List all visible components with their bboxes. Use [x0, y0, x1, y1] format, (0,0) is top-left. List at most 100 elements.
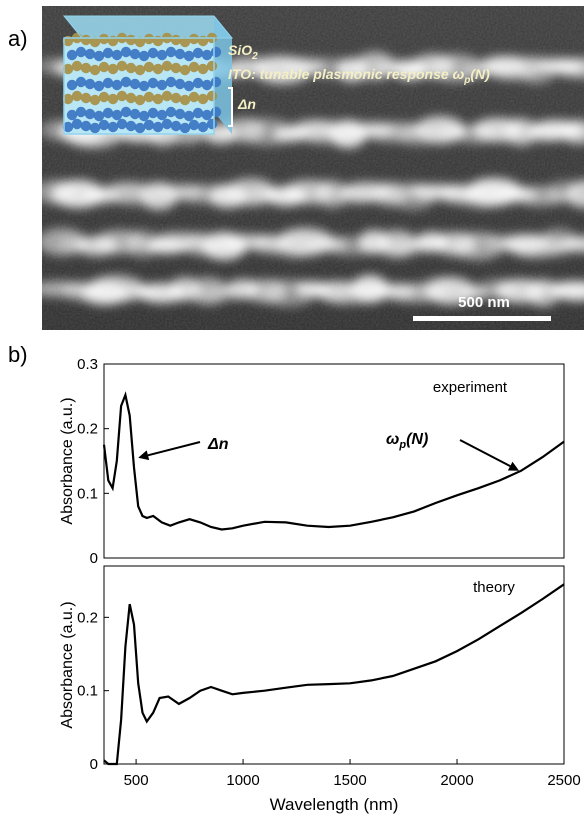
nanoparticle: [179, 36, 191, 48]
nanoparticle: [84, 78, 96, 90]
x-tick-label: 500: [124, 772, 149, 789]
y-tick-label: 0.1: [77, 683, 98, 700]
nanoparticle: [89, 36, 101, 48]
y-tick-label: 0: [90, 756, 98, 773]
nanoparticle: [147, 107, 159, 119]
nanoparticle: [134, 36, 146, 48]
nanoparticle: [201, 109, 213, 121]
nanoparticle: [174, 78, 186, 90]
nanoparticle: [165, 76, 177, 88]
nanoparticle: [98, 61, 110, 73]
nanoparticle: [192, 107, 204, 119]
nanoparticle: [188, 91, 200, 103]
y-tick-label: 0.2: [77, 421, 98, 438]
nanoparticle: [134, 94, 146, 106]
nanoparticle: [134, 64, 146, 76]
theory-plot: 0 0.1 0.2 500 1000 1500 2000 2500 theory Absor…: [59, 565, 581, 814]
x-tick-label: 1000: [226, 772, 259, 789]
nanoparticle: [183, 50, 195, 62]
nanoparticle: [66, 79, 78, 91]
nanoparticle: [170, 92, 182, 104]
nanoparticle: [129, 48, 141, 60]
x-axis-label: Wavelength (nm): [270, 795, 399, 814]
nanoparticle: [89, 122, 101, 134]
nanoparticle: [188, 119, 200, 131]
nanoparticle: [197, 93, 209, 105]
nanoparticle: [152, 121, 164, 133]
scale-bar-label: 500 nm: [458, 294, 510, 311]
delta-n-bracket: [228, 87, 233, 127]
nanoparticle: [125, 92, 137, 104]
nanoparticle: [89, 64, 101, 76]
nanoparticle: [174, 108, 186, 120]
x-tick-label: 1500: [333, 772, 366, 789]
nanoparticle: [188, 33, 200, 45]
nanoparticle: [102, 47, 114, 59]
delta-n-arrowhead: [138, 450, 150, 461]
nanoparticle: [143, 91, 155, 103]
nanoparticle: [138, 80, 150, 92]
nanoparticle: [197, 63, 209, 75]
nanoparticle: [147, 77, 159, 89]
layered-cube-schematic: [62, 15, 234, 135]
nanoparticle: [170, 62, 182, 74]
nanoparticle: [71, 90, 83, 102]
panel-label-a: a): [8, 26, 28, 51]
nanoparticle: [75, 46, 87, 58]
y-tick-label: 0: [90, 550, 98, 567]
nanoparticle: [179, 122, 191, 134]
x-tick-label: 2500: [547, 772, 580, 789]
nanoparticle: [165, 106, 177, 118]
delta-n-arrow: [147, 441, 201, 457]
experiment-y-axis-label: Absorbance (a.u.): [59, 397, 76, 524]
nanoparticle: [98, 33, 110, 45]
nanoparticle: [210, 46, 222, 58]
omega-p-arrowhead: [507, 461, 520, 471]
nanoparticle: [125, 62, 137, 74]
nanoparticle: [62, 121, 74, 133]
y-tick-label: 0.1: [77, 485, 98, 502]
nanoparticle: [89, 94, 101, 106]
nanoparticle: [107, 93, 119, 105]
nanoparticle: [197, 121, 209, 133]
nanoparticle: [80, 62, 92, 74]
nanoparticle: [206, 60, 218, 72]
nanoparticle: [111, 79, 123, 91]
sio2-label: SiO2: [228, 42, 258, 62]
nanoparticle: [192, 77, 204, 89]
nanoparticle: [183, 110, 195, 122]
nanoparticle: [179, 64, 191, 76]
sem-micrograph: SiO2 ITO: tunable plasmonic response ωp(…: [42, 6, 584, 330]
nanoparticle: [152, 63, 164, 75]
nanoparticle: [125, 34, 137, 46]
nanoparticle: [116, 60, 128, 72]
nanoparticle: [170, 120, 182, 132]
nanoparticle: [116, 118, 128, 130]
omega-p-arrow: [459, 439, 511, 467]
nanoparticle: [120, 106, 132, 118]
nanoparticle: [120, 46, 132, 58]
scale-bar: [413, 316, 551, 321]
nanoparticle: [111, 109, 123, 121]
x-tick-label: 2000: [440, 772, 473, 789]
nanoparticle: [161, 118, 173, 130]
y-tick-label: 0.2: [77, 609, 98, 626]
nanoparticle: [93, 110, 105, 122]
nanoparticle: [192, 47, 204, 59]
nanoparticle: [134, 122, 146, 134]
nanoparticle: [152, 93, 164, 105]
omega-p-annotation: ωp(N): [386, 431, 428, 451]
nanoparticle: [174, 48, 186, 60]
nanoparticle: [107, 121, 119, 133]
nanoparticle: [62, 63, 74, 75]
nanoparticle: [143, 33, 155, 45]
nanoparticle: [84, 108, 96, 120]
delta-n-annotation: Δn: [207, 436, 229, 453]
ito-label: ITO: tunable plasmonic response ωp(N): [228, 66, 490, 86]
nanoparticle: [102, 107, 114, 119]
nanoparticle: [84, 48, 96, 60]
nanoparticle: [188, 61, 200, 73]
theory-series-line: [103, 583, 565, 766]
nanoparticle: [116, 90, 128, 102]
nanoparticle: [183, 80, 195, 92]
